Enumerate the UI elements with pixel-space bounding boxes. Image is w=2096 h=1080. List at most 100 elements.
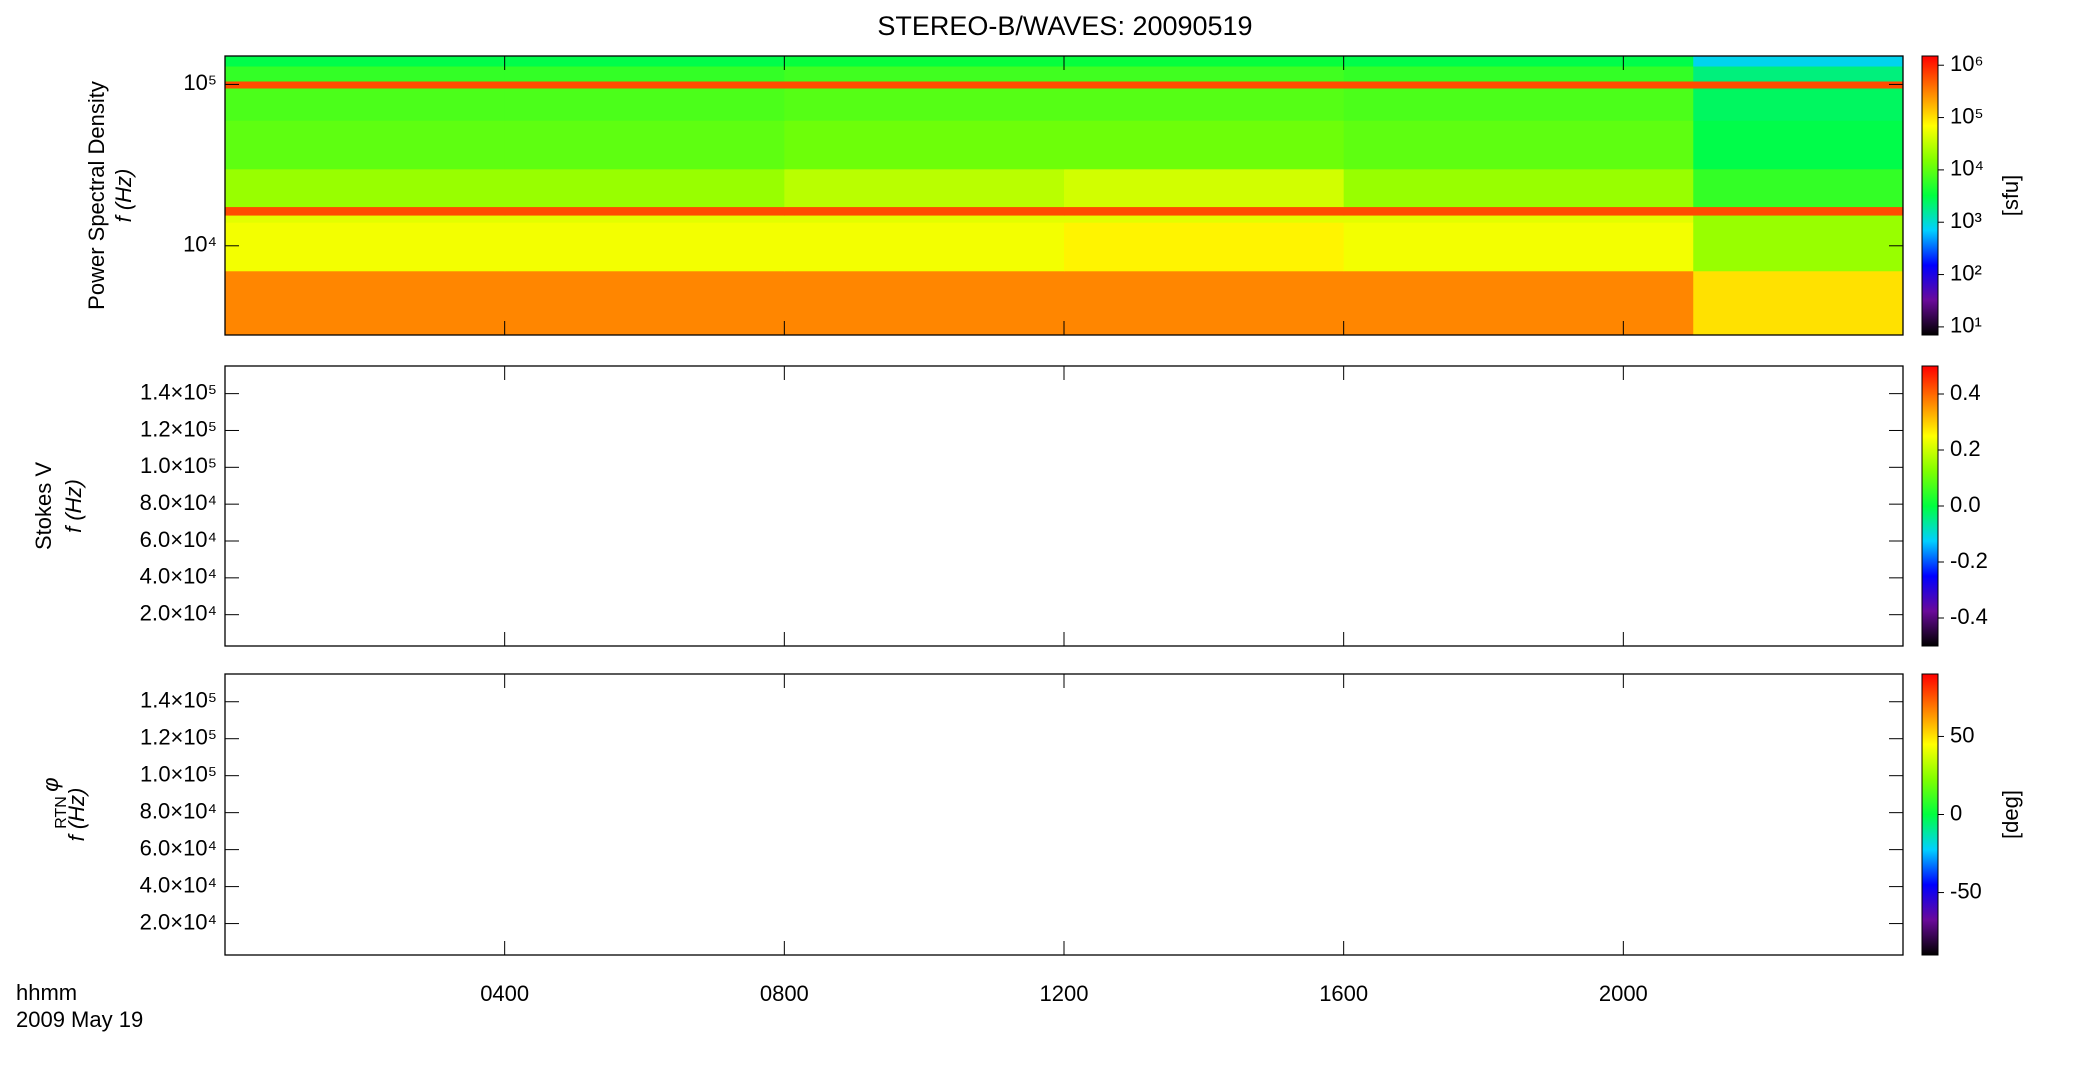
heatmap-cell [784,120,1065,170]
y-tick-label: 1.4×10⁵ [140,379,217,404]
heatmap-cell [1693,120,1904,170]
x-tick-label: 0800 [760,981,809,1006]
colorbar-tick-label: 0.2 [1950,436,1981,461]
colorbar-tick-label: -0.4 [1950,604,1988,629]
heatmap-cell [1343,270,1694,336]
heatmap-cell [1064,206,1345,216]
heatmap-cell [1343,80,1694,89]
y-tick-label: 10⁴ [183,232,217,257]
panel-frame [224,365,1904,647]
y-tick-label: 8.0×10⁴ [140,490,217,515]
heatmap-cell [784,206,1065,216]
heatmap-cell [1693,80,1904,89]
heatmap-cell [504,215,785,223]
colorbar [1921,673,1939,956]
colorbar-tick-label: 0.4 [1950,380,1981,405]
heatmap-cell [225,206,506,216]
y-tick-label: 6.0×10⁴ [140,835,217,860]
heatmap-cell [1064,56,1345,67]
heatmap-cell [1343,120,1694,170]
y-tick-label: 1.2×10⁵ [140,725,217,750]
colorbar-label: [deg] [1998,790,2023,839]
heatmap-cell [1064,222,1345,272]
x-axis-label: 2009 May 19 [16,1007,143,1032]
colorbar-label: [sfu] [1998,175,2023,217]
heatmap-cell [225,270,506,336]
heatmap-cell [225,56,506,67]
colorbar [1921,365,1939,647]
colorbar-tick-label: 10⁴ [1950,156,1984,181]
y-tick-label: 4.0×10⁴ [140,872,217,897]
heatmap-cell [504,206,785,216]
y-tick-label: 1.0×10⁵ [140,453,217,478]
heatmap-cell [784,66,1065,82]
heatmap-cell [225,66,506,82]
colorbar-tick-label: -0.2 [1950,548,1988,573]
heatmap-cell [784,56,1065,67]
y-tick-label: 1.4×10⁵ [140,688,217,713]
heatmap-cell [504,88,785,121]
panel-frame [224,673,1904,956]
heatmap-cell [225,215,506,223]
heatmap-cell [504,56,785,67]
heatmap-cell [504,222,785,272]
heatmap-cell [504,120,785,170]
colorbar-tick-label: 0.0 [1950,492,1981,517]
heatmap-cell [784,80,1065,89]
heatmap-cell [784,168,1065,208]
heatmap-cell [1064,215,1345,223]
y-tick-label: 10⁵ [183,70,217,95]
heatmap-cell [1693,56,1904,67]
heatmap-cell [504,168,785,208]
y-tick-label: 4.0×10⁴ [140,564,217,589]
heatmap-cell [1064,120,1345,170]
y-axis-symbol: φ [38,777,63,791]
heatmap-cell [225,222,506,272]
y-axis-label: f (Hz) [64,788,89,842]
heatmap-cell [1064,168,1345,208]
heatmap-cell [1693,88,1904,121]
y-axis-label: Power Spectral Density [84,81,109,310]
colorbar-tick-label: -50 [1950,878,1982,903]
heatmap-cell [1693,206,1904,216]
y-axis-label: Stokes V [31,462,56,550]
x-tick-label: 1600 [1319,981,1368,1006]
colorbar-tick-label: 10³ [1950,208,1982,233]
colorbar-tick-label: 50 [1950,722,1974,747]
y-tick-label: 2.0×10⁴ [140,909,217,934]
heatmap-cell [504,270,785,336]
heatmap-cell [1064,270,1345,336]
heatmap-cell [1064,80,1345,89]
heatmap-cell [1693,168,1904,208]
y-axis-label: f (Hz) [111,169,136,223]
y-tick-label: 1.0×10⁵ [140,761,217,786]
heatmap-cell [1064,66,1345,82]
colorbar-tick-label: 10² [1950,260,1982,285]
heatmap-cell [504,80,785,89]
y-tick-label: 1.2×10⁵ [140,416,217,441]
heatmap-cell [1064,88,1345,121]
y-axis-subscript: RTN [53,796,70,829]
colorbar-tick-label: 10⁵ [1950,103,1984,128]
heatmap-cell [1343,66,1694,82]
y-tick-label: 8.0×10⁴ [140,798,217,823]
heatmap-cell [784,88,1065,121]
heatmap-cell [225,168,506,208]
heatmap-cell [1343,88,1694,121]
colorbar-tick-label: 0 [1950,800,1962,825]
heatmap-cell [784,215,1065,223]
heatmap-cell [1343,206,1694,216]
heatmap-cell [1693,215,1904,223]
heatmap-cell [504,66,785,82]
heatmap-cell [225,120,506,170]
heatmap-cell [225,88,506,121]
heatmap-cell [1693,66,1904,82]
colorbar [1921,55,1939,336]
colorbar-tick-label: 10⁶ [1950,51,1984,76]
x-tick-label: 0400 [480,981,529,1006]
heatmap-cell [784,270,1065,336]
y-axis-label: f (Hz) [61,479,86,533]
chart-title: STEREO-B/WAVES: 20090519 [877,11,1252,41]
